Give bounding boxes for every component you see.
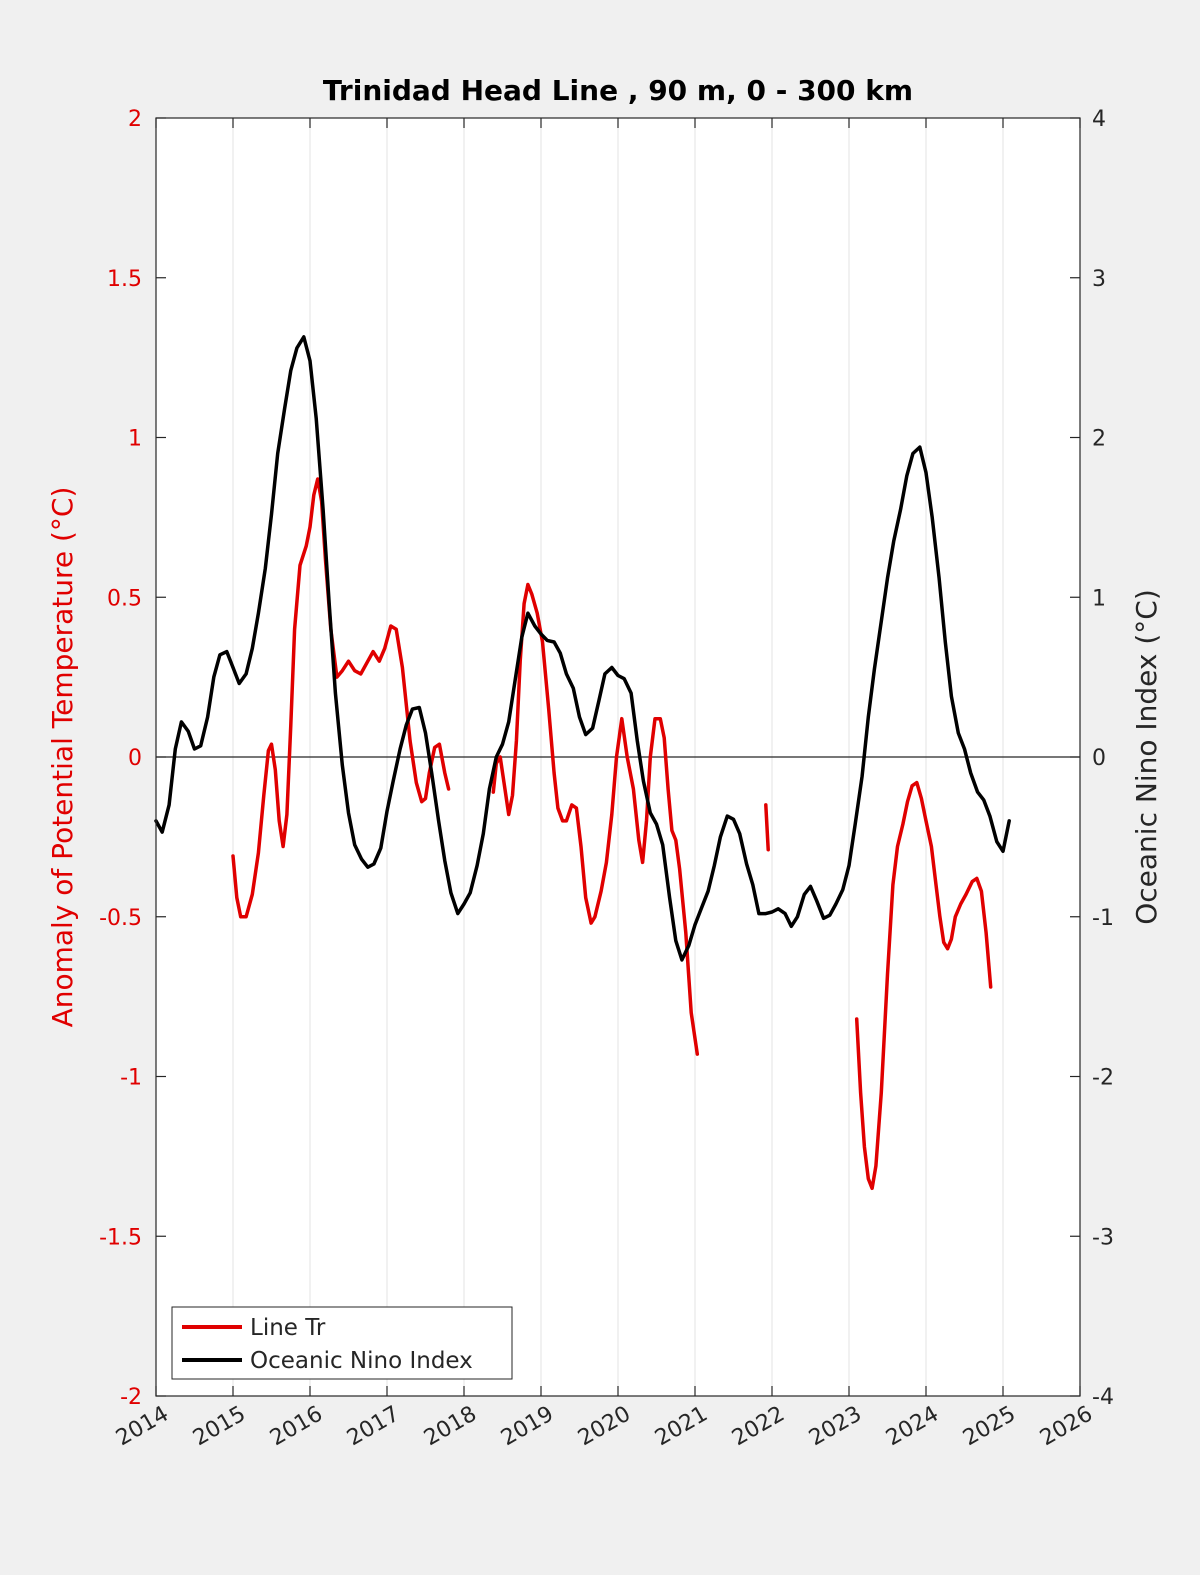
legend-label-line-tr: Line Tr [250, 1315, 326, 1341]
y-right-tick-label: 0 [1092, 746, 1106, 771]
y-right-tick-label: 1 [1092, 586, 1106, 611]
series-group [154, 335, 1011, 1191]
legend: Line Tr Oceanic Nino Index [171, 1306, 513, 1380]
y-left-tick-label: 1.5 [107, 267, 142, 292]
y-right-tick-label: -1 [1092, 906, 1114, 931]
legend-box [171, 1306, 513, 1380]
line-tr-series-segment-2 [764, 803, 770, 852]
y-left-tick-label: -0.5 [99, 906, 142, 931]
y-left-tick-label: -1.5 [99, 1225, 142, 1250]
y-right-tick-label: -2 [1092, 1066, 1114, 1091]
legend-label-oni: Oceanic Nino Index [250, 1348, 473, 1374]
y-left-tick-label: -1 [120, 1066, 142, 1091]
y-right-tick-label: 2 [1092, 427, 1106, 452]
y-right-tick-label: -3 [1092, 1225, 1114, 1250]
y-right-tick-label: -4 [1092, 1385, 1114, 1410]
y-right-tick-label: 4 [1092, 107, 1106, 132]
y-axis-left-label: Anomaly of Potential Temperature (°C) [46, 487, 79, 1028]
y-left-tick-label: 2 [128, 107, 142, 132]
y-left-tick-label: 0 [128, 746, 142, 771]
y-right-tick-label: 3 [1092, 267, 1106, 292]
y-left-tick-label: -2 [120, 1385, 142, 1410]
y-axis-right-label: Oceanic Nino Index (°C) [1130, 589, 1163, 925]
y-left-tick-label: 1 [128, 427, 142, 452]
line-tr-series-segment-3 [854, 780, 993, 1191]
y-left-tick-label: 0.5 [107, 586, 142, 611]
oceanic-nino-index-series-segment-0 [154, 335, 1011, 962]
chart-title: Trinidad Head Line , 90 m, 0 - 300 km [323, 74, 913, 107]
